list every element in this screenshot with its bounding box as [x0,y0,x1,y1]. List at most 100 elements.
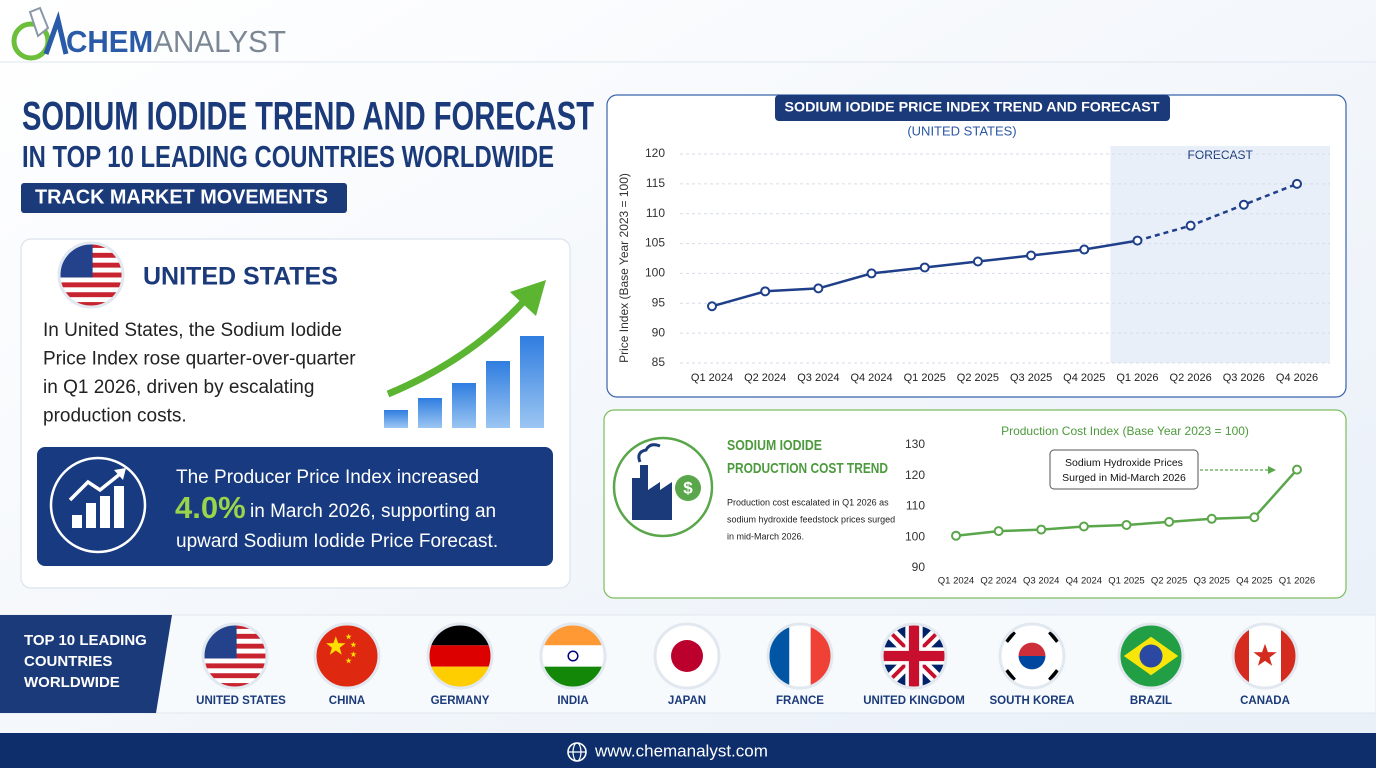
flag-star [345,633,352,640]
forecast-label: FORECAST [1188,148,1254,162]
flag [203,624,267,688]
country-label: JAPAN [668,695,706,707]
flag [315,624,379,688]
footer-bar [0,733,1376,768]
flag-ring [653,622,721,690]
x-tick-label: Q3 2025 [1194,576,1230,587]
y-tick-label: 110 [646,206,665,220]
data-point [1185,220,1196,231]
y-tick-label: 105 [645,236,665,250]
x-tick-label: Q2 2024 [980,576,1016,587]
country-text: production costs. [43,406,187,427]
logo-a [43,11,69,55]
data-point [1292,178,1302,189]
country-text: in Q1 2026, driven by escalating [43,377,314,398]
data-point [1079,244,1090,255]
x-tick-label: Q2 2025 [957,372,999,384]
main-title: SODIUM IODIDE TREND AND FORECAST [22,95,594,139]
icon-bar [520,336,544,428]
y-tick-label: 95 [652,295,666,309]
x-tick-label: Q4 2024 [1066,576,1102,587]
flag-part [59,302,123,307]
cost-title: PRODUCTION COST TREND [727,460,888,477]
flag-star [345,657,352,664]
flag-part [203,663,267,669]
annotation-text: Sodium Hydroxide Prices [1065,457,1183,469]
flag [882,624,946,688]
annotation-arrowhead [1268,466,1276,474]
flag-ring [57,241,125,309]
x-tick-label: Q1 2025 [904,372,946,384]
icon-bar [418,398,442,428]
flag-trigram [1004,630,1016,643]
flag-ring [201,622,269,690]
flag-part [541,645,605,667]
globe-icon [567,742,587,762]
cost-title: SODIUM IODIDE [727,437,822,454]
y-tick-label: 120 [905,468,925,482]
flag [59,243,123,307]
smoke [637,443,661,463]
x-tick-label: Q1 2024 [938,576,974,587]
tagline-box [21,183,347,213]
data-point [760,286,771,297]
icon-arrowhead [510,280,546,316]
country-label: GERMANY [431,695,490,707]
x-tick-label: Q4 2025 [1236,576,1272,587]
data-point [1249,512,1260,523]
coin [675,475,701,501]
flag-leaf [1253,643,1277,666]
forecast-region [1110,146,1330,363]
cost-text: Production cost escalated in Q1 2026 as [727,497,889,507]
x-tick-label: Q2 2025 [1151,576,1187,587]
data-point [813,283,824,294]
country-label: UNITED KINGDOM [863,695,965,707]
flag [1000,624,1064,688]
annotation-box [1049,449,1199,490]
price-chart-title-box [775,95,1170,121]
cost-text: in mid-March 2026. [727,531,804,541]
footer-link[interactable]: www.chemanalyst.com [594,741,768,760]
x-tick-label: Q3 2024 [1023,576,1059,587]
data-point [993,526,1004,537]
main-subtitle: IN TOP 10 LEADING COUNTRIES WORLDWIDE [22,139,554,174]
y-tick-label: 120 [645,146,665,160]
flag-globe [1139,644,1163,668]
ppi-line1: The Producer Price Index increased [176,467,479,488]
logo-brand-b: ANALYST [153,24,286,59]
ppi-line3: upward Sodium Iodide Price Forecast. [176,531,498,552]
data-point [951,530,961,541]
flag-part [203,683,267,688]
y-tick-label: 110 [906,499,925,513]
icon-bar [486,361,510,428]
y-tick-label: 115 [646,176,665,190]
ppi-icon-head [114,468,126,480]
ppi-icon-bar [100,496,110,528]
data-point [1078,521,1089,532]
flag-ring [313,622,381,690]
x-tick-label: Q2 2024 [744,372,786,384]
flag-wheel [567,650,579,662]
factory [632,465,672,520]
flag [655,624,719,688]
data-point [1026,250,1037,261]
x-tick-label: Q3 2024 [797,372,839,384]
flag-ring [1117,622,1185,690]
cost-text: sodium hydroxide feedstock prices surged [727,514,895,524]
data-point [1132,235,1143,246]
x-tick-label: Q4 2026 [1276,372,1318,384]
flag-taeguk [1018,656,1046,670]
y-tick-label: 100 [905,529,925,543]
country-label: UNITED STATES [196,695,286,707]
y-tick-label: 100 [645,266,665,280]
data-point [919,262,930,273]
countries-title: TOP 10 LEADING [24,632,147,649]
ppi-highlight: 4.0% [175,490,246,525]
chart-title: SODIUM IODIDE PRICE INDEX TREND AND FORE… [785,99,1160,115]
ppi-line2: in March 2026, supporting an [250,501,496,522]
coin-symbol: $ [683,478,693,497]
flag-ring [1231,622,1299,690]
annotation-text: Surged in Mid-March 2026 [1062,472,1186,484]
flag-ring [426,622,494,690]
